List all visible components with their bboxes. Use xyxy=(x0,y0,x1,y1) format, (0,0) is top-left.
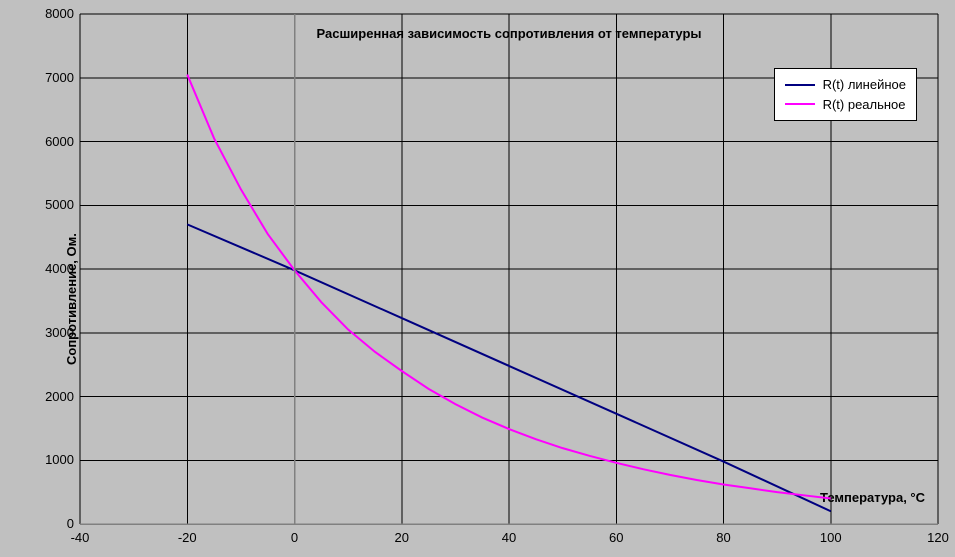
y-tick-label: 4000 xyxy=(45,261,74,276)
y-tick-label: 2000 xyxy=(45,389,74,404)
y-tick-label: 1000 xyxy=(45,452,74,467)
legend-swatch-real xyxy=(785,103,815,105)
x-tick-label: -40 xyxy=(65,530,95,545)
y-tick-label: 7000 xyxy=(45,70,74,85)
x-tick-label: 40 xyxy=(494,530,524,545)
x-tick-label: 120 xyxy=(923,530,953,545)
legend-swatch-linear xyxy=(785,84,815,86)
legend-item-real: R(t) реальное xyxy=(785,95,906,115)
y-tick-label: 5000 xyxy=(45,197,74,212)
y-tick-label: 0 xyxy=(67,516,74,531)
x-tick-label: 20 xyxy=(387,530,417,545)
x-tick-label: 60 xyxy=(601,530,631,545)
y-tick-label: 6000 xyxy=(45,134,74,149)
x-tick-label: 100 xyxy=(816,530,846,545)
x-tick-label: -20 xyxy=(172,530,202,545)
x-tick-label: 0 xyxy=(280,530,310,545)
y-tick-label: 8000 xyxy=(45,6,74,21)
legend-item-linear: R(t) линейное xyxy=(785,75,906,95)
x-tick-label: 80 xyxy=(709,530,739,545)
y-tick-label: 3000 xyxy=(45,325,74,340)
legend-label-real: R(t) реальное xyxy=(823,95,906,115)
legend-label-linear: R(t) линейное xyxy=(823,75,906,95)
legend-box: R(t) линейное R(t) реальное xyxy=(774,68,917,121)
chart-container: Расширенная зависимость сопротивления от… xyxy=(0,0,955,557)
